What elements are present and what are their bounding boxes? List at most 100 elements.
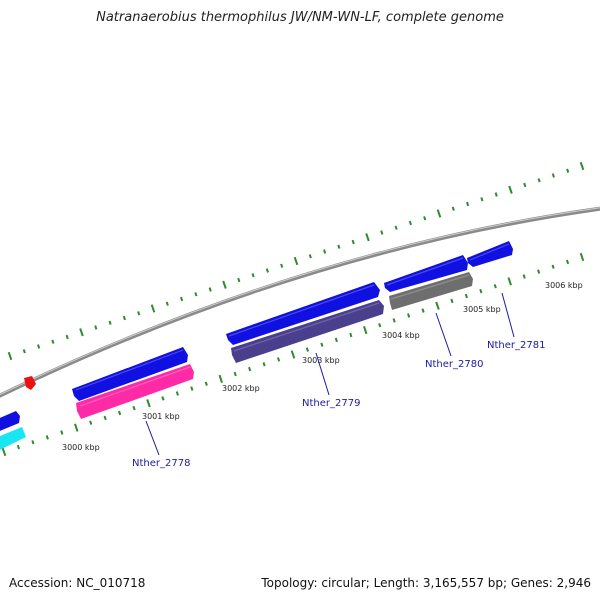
tick-minor — [378, 323, 382, 328]
gene-arrow-slate[interactable] — [231, 300, 384, 363]
tick-minor — [248, 366, 252, 372]
tick-major — [7, 351, 13, 361]
tick-minor — [421, 308, 425, 313]
tick-minor — [276, 357, 281, 362]
tick-major — [507, 277, 512, 286]
tick-minor — [204, 381, 208, 386]
tick-minor — [494, 192, 498, 197]
tick-label-3000: 3000 kbp — [62, 443, 100, 452]
tick-minor — [31, 440, 35, 445]
tick-label-3001: 3001 kbp — [142, 412, 180, 421]
tick-minor — [103, 415, 107, 421]
gene-blue-edge[interactable] — [0, 411, 20, 433]
gene-cyan-edge[interactable] — [0, 427, 26, 452]
tick-major — [363, 325, 368, 335]
tick-minor — [551, 173, 555, 178]
tick-minor — [194, 292, 198, 297]
gene-arrow-blue-3[interactable] — [384, 255, 468, 292]
tick-label-3006: 3006 kbp — [545, 281, 583, 290]
tick-minor — [190, 386, 194, 391]
genome-backbone — [0, 206, 600, 398]
tick-minor — [337, 244, 341, 249]
tick-major — [150, 304, 156, 313]
gene-arrow-blue-2[interactable] — [226, 282, 380, 345]
tick-minor — [180, 296, 184, 302]
tick-minor — [523, 182, 527, 188]
tick-minor — [407, 313, 411, 318]
tick-minor — [22, 349, 26, 354]
red-marker-icon[interactable] — [24, 376, 36, 390]
tick-minor — [320, 342, 324, 347]
gene-highlights — [75, 243, 510, 407]
tick-label-3002: 3002 kbp — [222, 384, 260, 393]
tick-minor — [265, 268, 269, 273]
tick-minor — [394, 225, 398, 230]
tick-minor — [323, 249, 327, 254]
tick-minor — [208, 287, 212, 292]
tick-minor — [280, 263, 284, 268]
tick-minor — [175, 391, 179, 396]
tick-major — [1, 447, 7, 457]
gene-label-nther-2780[interactable]: Nther_2780 — [425, 359, 483, 370]
tick-minor — [537, 269, 541, 274]
tick-minor — [380, 230, 384, 235]
tick-major — [222, 280, 227, 289]
tick-major — [79, 328, 84, 337]
tick-minor — [233, 371, 237, 377]
tick-minor — [137, 311, 141, 316]
genome-summary-text: Topology: circular; Length: 3,165,557 bp… — [261, 576, 591, 590]
gene-arrow-blue-4[interactable] — [467, 241, 513, 267]
tick-minor — [423, 216, 427, 221]
tick-minor — [334, 337, 338, 343]
tick-minor — [60, 430, 64, 435]
gene-label-nther-2781[interactable]: Nther_2781 — [487, 340, 545, 351]
tick-major — [436, 209, 442, 218]
tick-major — [290, 350, 296, 359]
tick-label-3003: 3003 kbp — [302, 356, 340, 365]
gene-label-leaders — [145, 292, 515, 456]
tick-minor — [565, 259, 570, 265]
tick-minor — [65, 334, 69, 340]
tick-minor — [537, 178, 541, 183]
tick-minor — [37, 344, 41, 349]
gene-arrow-magenta[interactable] — [76, 364, 194, 419]
tick-minor — [493, 284, 497, 289]
gene-label-nther-2778[interactable]: Nther_2778 — [132, 458, 190, 469]
tick-minor — [479, 288, 483, 294]
tick-major — [365, 233, 370, 242]
tick-minor — [51, 339, 55, 344]
tick-minor — [308, 254, 312, 259]
tick-minor — [108, 320, 112, 325]
tick-minor — [480, 197, 484, 202]
tick-major — [435, 301, 440, 310]
tick-major — [579, 161, 585, 171]
tick-minor — [392, 318, 396, 323]
genome-backbone-highlight — [0, 207, 600, 396]
tick-minor — [351, 239, 355, 245]
gene-label-nther-2779[interactable]: Nther_2779 — [302, 398, 360, 409]
tick-minor — [450, 298, 454, 304]
tick-minor — [522, 274, 526, 279]
tick-minor — [89, 420, 93, 425]
gene-arrow-blue-1[interactable] — [72, 347, 188, 401]
tick-row-inner — [1, 252, 585, 457]
tick-major — [146, 399, 151, 408]
tick-minor — [464, 293, 468, 299]
tick-minor — [251, 273, 255, 278]
tick-minor — [122, 315, 126, 321]
tick-minor — [566, 168, 570, 173]
accession-text: Accession: NC_010718 — [9, 576, 146, 590]
tick-major — [218, 374, 223, 384]
tick-minor — [16, 444, 21, 450]
map-title: Natranaerobius thermophilus JW/NM-WN-LF,… — [96, 10, 504, 25]
tick-minor — [132, 405, 136, 411]
tick-minor — [305, 347, 310, 352]
tick-label-3005: 3005 kbp — [463, 305, 501, 314]
gene-arrow-gray[interactable] — [389, 272, 473, 310]
tick-minor — [349, 332, 353, 338]
tick-minor — [466, 201, 470, 207]
tick-minor — [118, 410, 122, 416]
tick-major — [508, 185, 513, 194]
tick-minor — [165, 301, 169, 306]
